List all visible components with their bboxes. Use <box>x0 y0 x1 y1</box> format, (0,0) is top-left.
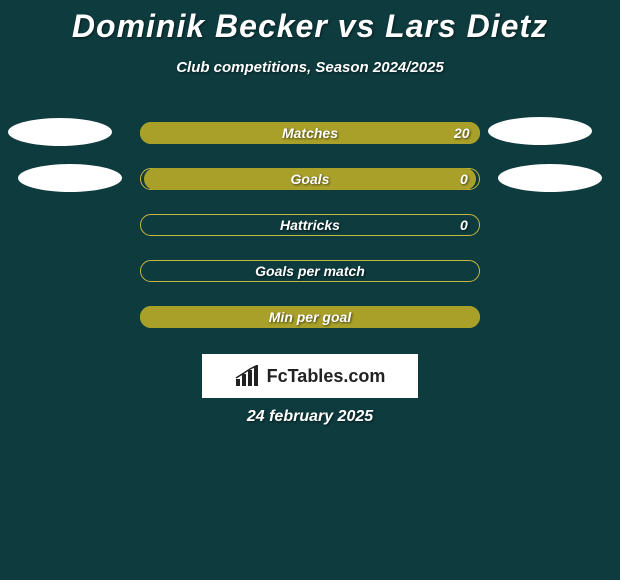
stat-row: Goals0 <box>0 156 620 202</box>
player-right-marker <box>488 117 592 145</box>
fctables-logo: FcTables.com <box>202 354 418 398</box>
page-subtitle: Club competitions, Season 2024/2025 <box>0 59 620 76</box>
bar-chart-icon <box>235 365 263 387</box>
bar-fill <box>140 122 480 144</box>
player-right-marker <box>498 164 602 192</box>
bar-fill <box>144 168 476 190</box>
player-left-marker <box>8 118 112 146</box>
stat-row: Matches20 <box>0 110 620 156</box>
comparison-chart: Matches20Goals0Hattricks0Goals per match… <box>0 110 620 340</box>
bar-fill <box>140 306 480 328</box>
logo-text: FcTables.com <box>267 366 386 387</box>
stat-row: Hattricks0 <box>0 202 620 248</box>
stat-row: Min per goal <box>0 294 620 340</box>
player-left-marker <box>18 164 122 192</box>
page-title: Dominik Becker vs Lars Dietz <box>0 0 620 45</box>
bar-track <box>140 214 480 236</box>
stat-row: Goals per match <box>0 248 620 294</box>
date-label: 24 february 2025 <box>0 408 620 426</box>
bar-track <box>140 260 480 282</box>
